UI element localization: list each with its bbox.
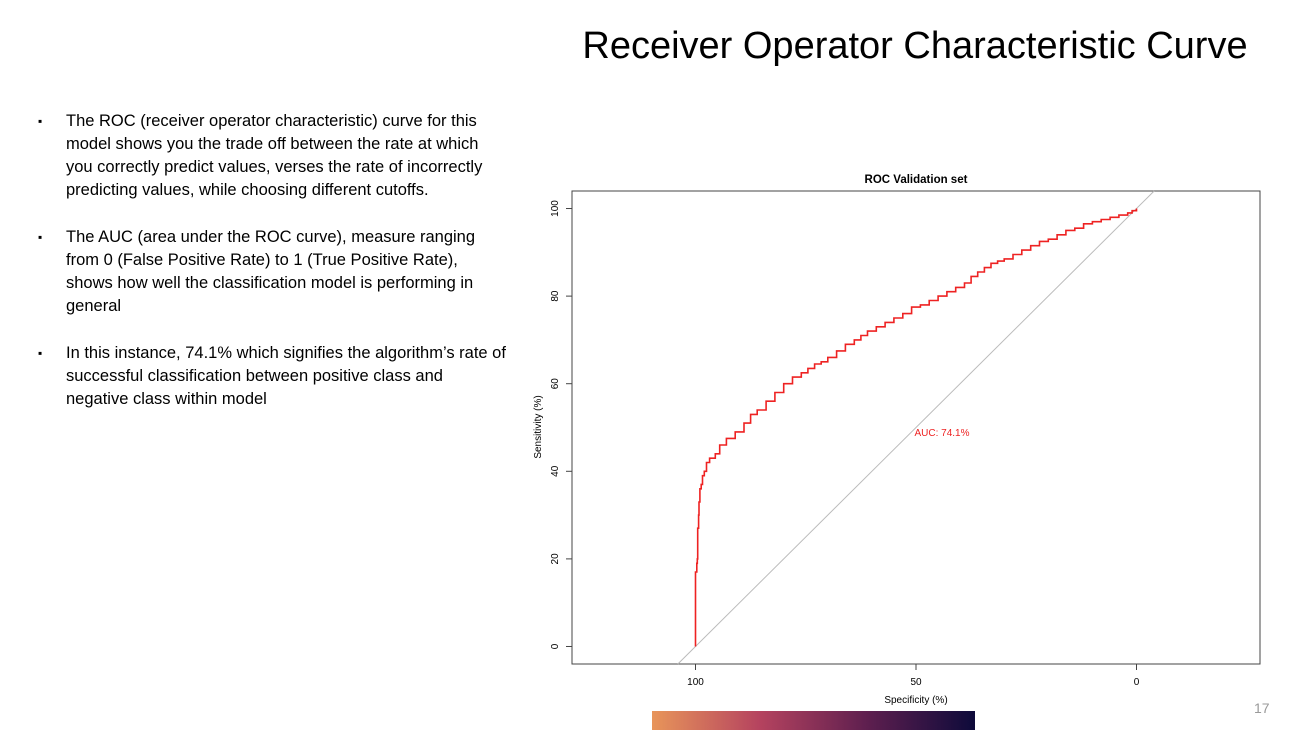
- axis-ticks: 100 50 0 0 20 40 60 80 100: [550, 200, 1140, 688]
- bullet-item: ▪ The ROC (receiver operator characteris…: [38, 110, 508, 202]
- bullet-text: The ROC (receiver operator characteristi…: [66, 112, 483, 199]
- y-tick-label: 40: [550, 465, 561, 477]
- x-axis-label: Specificity (%): [884, 695, 947, 706]
- roc-curve: [694, 208, 1138, 647]
- x-tick-label: 100: [687, 677, 704, 688]
- bullet-marker: ▪: [38, 230, 43, 244]
- y-tick-label: 0: [550, 643, 561, 649]
- roc-chart: ROC Validation set 100 50 0 0 20 40 60 80 100 AU…: [533, 174, 1261, 706]
- y-tick-label: 100: [550, 200, 561, 217]
- bullet-list: ▪ The ROC (receiver operator characteris…: [38, 110, 508, 435]
- x-tick-label: 0: [1134, 677, 1140, 688]
- bullet-marker: ▪: [38, 114, 43, 128]
- y-tick-label: 80: [550, 290, 561, 302]
- bullet-marker: ▪: [38, 346, 43, 360]
- bullet-item: ▪ In this instance, 74.1% which signifie…: [38, 342, 508, 411]
- page-number: 17: [1254, 700, 1270, 716]
- bullet-text: The AUC (area under the ROC curve), meas…: [66, 228, 476, 315]
- bullet-text: In this instance, 74.1% which signifies …: [66, 344, 506, 408]
- chart-title: ROC Validation set: [865, 174, 968, 186]
- x-tick-label: 50: [910, 677, 922, 688]
- slide-title: Receiver Operator Characteristic Curve: [582, 25, 1248, 67]
- bullet-item: ▪ The AUC (area under the ROC curve), me…: [38, 226, 508, 318]
- y-tick-label: 20: [550, 553, 561, 565]
- decorative-gradient-bar: [652, 711, 975, 730]
- y-axis-label: Sensitivity (%): [533, 395, 544, 458]
- y-tick-label: 60: [550, 378, 561, 390]
- diagonal-reference-line: [677, 190, 1155, 665]
- auc-annotation: AUC: 74.1%: [914, 428, 969, 439]
